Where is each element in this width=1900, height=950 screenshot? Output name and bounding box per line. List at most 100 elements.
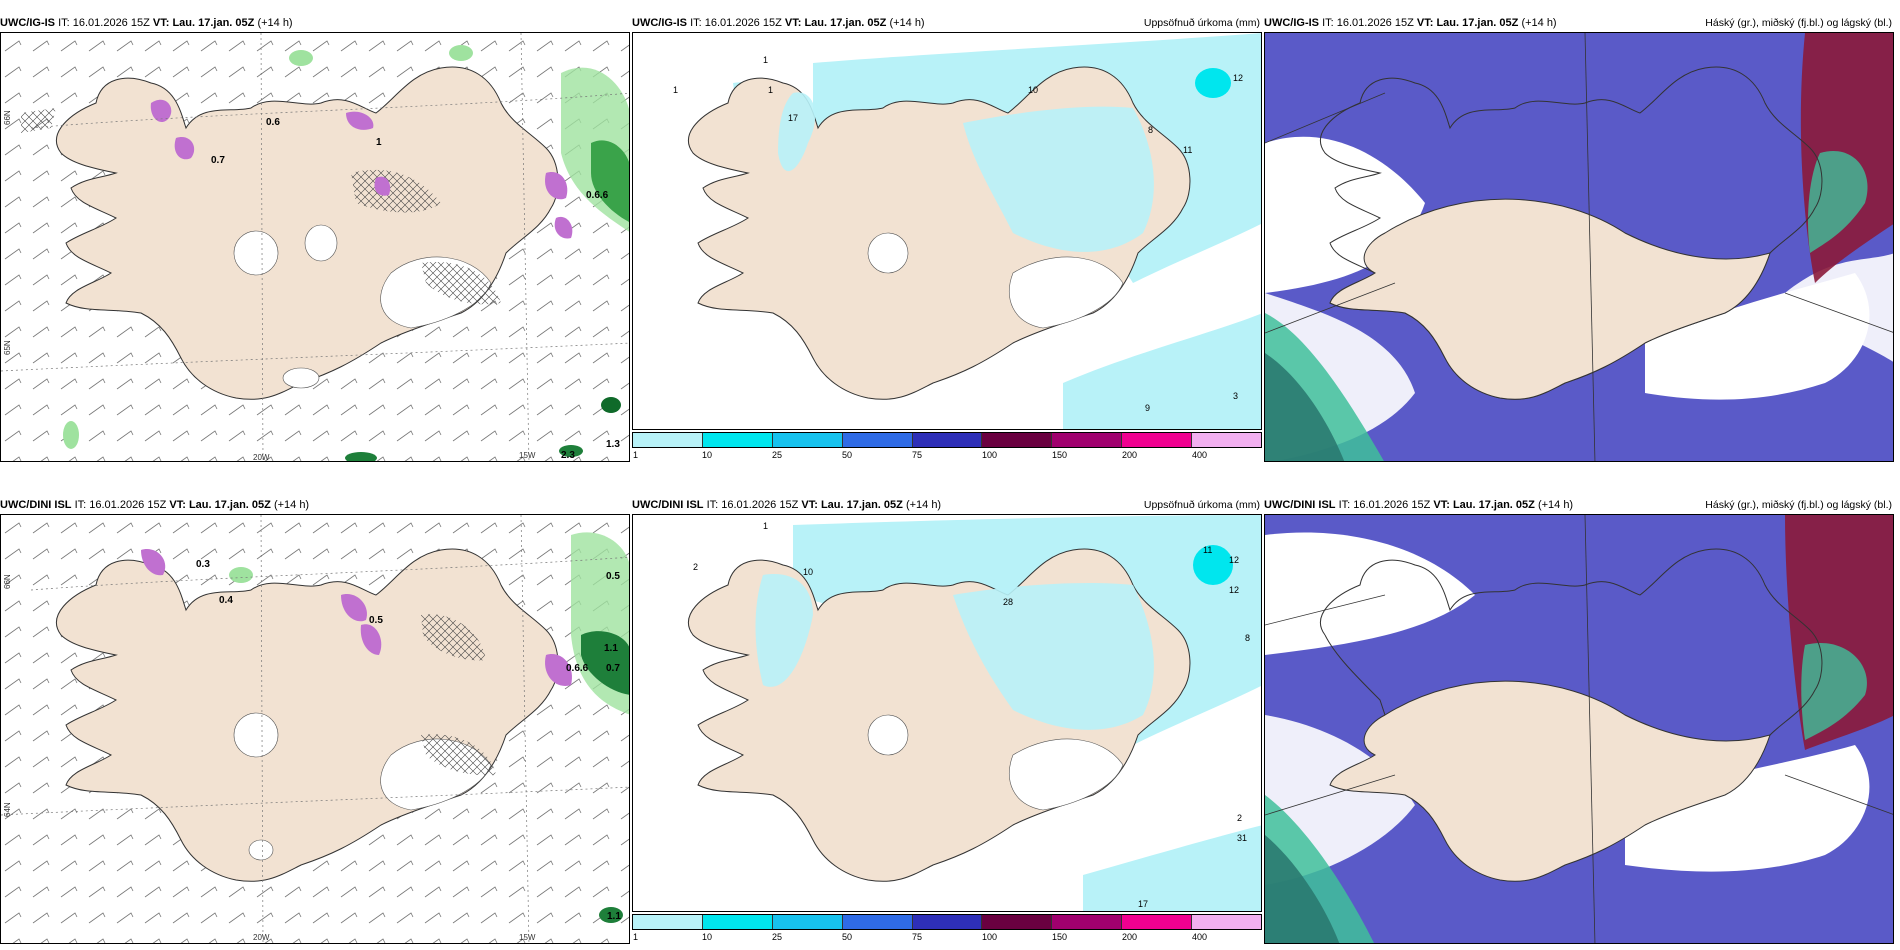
precip-value: 12 (1233, 73, 1243, 83)
map-panel-wind-top: 0.6 0.7 1 0.6.6 1.3 2.3 20W 15W 66N 65N (0, 32, 630, 462)
map-panel-wind-bottom: 0.3 0.4 0.5 0.5 1.1 0.6.6 0.7 1.1 20W 15… (0, 514, 630, 944)
wind-value: 0.6 (266, 117, 280, 128)
panel-header-precip-bottom: UWC/DINI ISL IT: 16.01.2026 15Z VT: Lau.… (632, 496, 1262, 514)
precip-title: Uppsöfnuð úrkoma (mm) (1143, 499, 1260, 511)
it-prefix: IT: (58, 17, 70, 29)
wind-value: 1.1 (607, 911, 621, 922)
lon-label-20w: 20W (253, 453, 270, 462)
colorbar-swatch (772, 915, 843, 929)
lead-time: (+14 h) (905, 499, 942, 511)
map-panel-cloud-bottom (1264, 514, 1894, 944)
vt-prefix: VT: (1433, 499, 1450, 511)
vt-prefix: VT: (1416, 17, 1434, 29)
precip-value: 31 (1237, 833, 1247, 843)
wind-value: 2.3 (561, 450, 575, 461)
model-name: UWC/IG-IS (0, 17, 55, 29)
wind-value: 0.7 (211, 155, 225, 166)
vt-prefix: VT: (801, 499, 818, 511)
vt-prefix: VT: (784, 17, 802, 29)
vt-prefix: VT: (169, 499, 186, 511)
colorbar-bottom (632, 914, 1262, 930)
wind-value: 0.5 (369, 615, 383, 626)
wind-value: 0.5 (606, 571, 620, 582)
lead-time: (+14 h) (273, 499, 310, 511)
panel-header-cloud-top: UWC/IG-IS IT: 16.01.2026 15Z VT: Lau. 17… (1264, 14, 1894, 32)
cloud-title: Háský (gr.), miðský (fj.bl.) og lágský (… (1705, 499, 1892, 511)
colorbar-swatch (1122, 915, 1193, 929)
wind-value: 1 (376, 137, 382, 148)
vt-prefix: VT: (152, 17, 170, 29)
precip-value: 10 (1028, 85, 1038, 95)
precip-value: 17 (788, 113, 798, 123)
lead-time: (+14 h) (1537, 499, 1574, 511)
colorbar-swatch (842, 433, 913, 447)
map-panel-precip-top: 1 1 1 17 10 12 9 3 8 11 (632, 32, 1262, 430)
wind-value: 0.6.6 (566, 663, 589, 674)
colorbar-swatch (633, 915, 703, 929)
precip-value: 8 (1148, 125, 1153, 135)
colorbar-tick: 1 (633, 932, 639, 942)
lon-label-15w: 15W (519, 933, 536, 942)
colorbar-tick: 25 (772, 450, 783, 460)
model-name: UWC/IG-IS (1264, 17, 1319, 29)
colorbar-tick: 10 (702, 932, 713, 942)
precip-value: 2 (693, 562, 698, 572)
precip-value: 3 (1233, 391, 1238, 401)
colorbar-tick: 1 (633, 450, 639, 460)
colorbar-tick: 200 (1122, 450, 1138, 460)
colorbar-swatch (912, 433, 983, 447)
colorbar-tick: 150 (1052, 450, 1068, 460)
precip-value: 12 (1229, 585, 1239, 595)
colorbar-swatch (842, 915, 913, 929)
colorbar-swatch (633, 433, 703, 447)
colorbar-tick: 400 (1192, 932, 1208, 942)
colorbar-swatch (702, 433, 773, 447)
precip-value: 28 (1003, 597, 1013, 607)
it-value: 16.01.2026 15Z (1353, 499, 1431, 511)
lat-label-66n: 66N (3, 574, 12, 589)
colorbar-swatch (912, 915, 983, 929)
colorbar-tick: 75 (912, 932, 923, 942)
panel-header-wind-bottom: UWC/DINI ISL IT: 16.01.2026 15Z VT: Lau.… (0, 496, 628, 514)
colorbar-tick: 75 (912, 450, 923, 460)
lat-label-65n: 65N (3, 340, 12, 355)
lead-time: (+14 h) (889, 17, 925, 29)
cloud-title: Háský (gr.), miðský (fj.bl.) og lágský (… (1705, 17, 1892, 29)
model-name: UWC/DINI ISL (0, 499, 72, 511)
colorbar-tick: 50 (842, 450, 853, 460)
lon-label-15w: 15W (519, 451, 536, 460)
wind-value: 1.1 (604, 643, 618, 654)
colorbar-ticks-top: 1 10 25 50 75 100 150 200 400 (632, 450, 1262, 462)
colorbar-swatch (1122, 433, 1193, 447)
colorbar-swatch (1052, 915, 1123, 929)
lat-label-64n: 64N (3, 802, 12, 817)
model-name: UWC/IG-IS (632, 17, 687, 29)
map-canvas (1265, 515, 1893, 943)
colorbar-swatch (772, 433, 843, 447)
precip-value: 8 (1245, 633, 1250, 643)
map-canvas: 1 2 10 28 11 12 12 8 2 31 17 (687, 515, 1261, 911)
panel-header-precip-top: UWC/IG-IS IT: 16.01.2026 15Z VT: Lau. 17… (632, 14, 1262, 32)
precip-value: 17 (1138, 899, 1148, 909)
map-panel-precip-bottom: 1 2 10 28 11 12 12 8 2 31 17 (632, 514, 1262, 912)
precip-value: 11 (1203, 545, 1212, 555)
precip-value: 12 (1229, 555, 1239, 565)
map-canvas (1265, 33, 1893, 461)
lat-label-66n: 66N (3, 110, 12, 125)
colorbar-tick: 100 (982, 932, 998, 942)
colorbar-swatch (982, 433, 1053, 447)
it-prefix: IT: (690, 17, 702, 29)
precip-value: 1 (763, 55, 768, 65)
it-prefix: IT: (1322, 17, 1334, 29)
colorbar-tick: 400 (1192, 450, 1208, 460)
panel-header-cloud-bottom: UWC/DINI ISL IT: 16.01.2026 15Z VT: Lau.… (1264, 496, 1894, 514)
lead-time: (+14 h) (1521, 17, 1557, 29)
wind-value: 0.3 (196, 559, 210, 570)
precip-value: 10 (803, 567, 813, 577)
colorbar-tick: 50 (842, 932, 853, 942)
it-prefix: IT: (74, 499, 87, 511)
wind-value: 0.7 (606, 663, 620, 674)
wind-value: 0.6.6 (586, 190, 609, 201)
lead-time: (+14 h) (257, 17, 293, 29)
precip-value: 1 (768, 85, 773, 95)
